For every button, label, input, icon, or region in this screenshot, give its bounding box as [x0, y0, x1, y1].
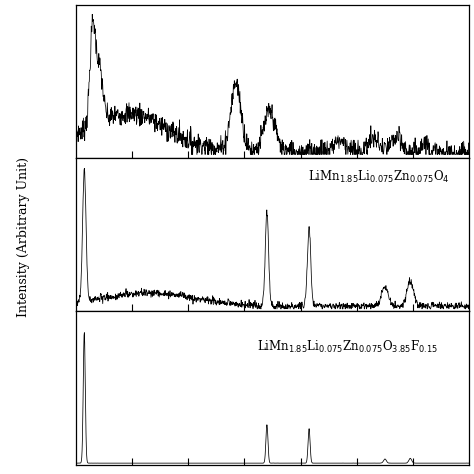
- Text: LiMn$_{1.85}$Li$_{0.075}$Zn$_{0.075}$O$_{3.85}$F$_{0.15}$: LiMn$_{1.85}$Li$_{0.075}$Zn$_{0.075}$O$_…: [257, 339, 438, 355]
- Text: LiMn$_{1.85}$Li$_{0.075}$Zn$_{0.075}$O$_4$: LiMn$_{1.85}$Li$_{0.075}$Zn$_{0.075}$O$_…: [308, 169, 449, 185]
- Text: Intensity (Arbitrary Unit): Intensity (Arbitrary Unit): [17, 157, 30, 317]
